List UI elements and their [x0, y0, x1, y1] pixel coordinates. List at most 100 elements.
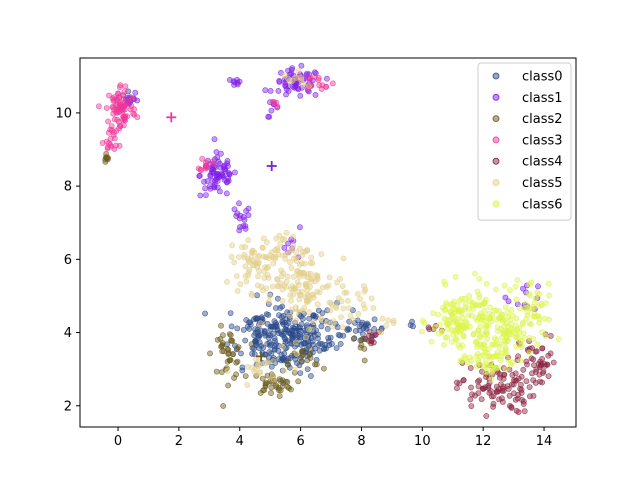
point-class2 [291, 369, 298, 376]
point-class1 [275, 88, 282, 94]
y-tick-label: 8 [64, 180, 72, 195]
legend: class0 class1 class2 class3 class4 class5 clas… [477, 62, 572, 221]
point-class6 [509, 359, 515, 366]
point-class5 [224, 367, 231, 374]
point-class4 [518, 373, 525, 380]
point-class3 [111, 146, 118, 152]
point-class5 [260, 235, 267, 242]
point-class3 [103, 105, 110, 111]
point-class5 [295, 288, 302, 295]
legend-box [477, 62, 572, 221]
point-class6 [527, 292, 533, 299]
point-class5 [275, 282, 282, 289]
point-class0 [264, 320, 271, 327]
point-class5 [292, 249, 299, 255]
point-class0 [228, 323, 235, 330]
point-class2 [284, 378, 291, 385]
point-class5 [318, 251, 325, 257]
point-class0 [252, 342, 259, 348]
point-class6 [542, 332, 549, 339]
point-class4 [508, 404, 515, 411]
point-class1 [266, 113, 273, 120]
point-class5 [370, 305, 377, 311]
point-class3 [111, 97, 117, 103]
point-class1 [289, 65, 296, 71]
point-class0 [267, 342, 273, 349]
y-tick-label: 2 [64, 399, 72, 414]
point-class6 [498, 312, 505, 318]
point-class4 [505, 385, 512, 392]
point-class2 [219, 348, 226, 355]
point-class6 [465, 312, 472, 319]
point-class3 [109, 104, 116, 110]
point-class5 [229, 242, 236, 249]
point-class0 [340, 332, 347, 339]
point-class5 [241, 254, 248, 261]
point-class0 [272, 305, 279, 311]
point-class0 [318, 323, 325, 330]
point-class0 [315, 342, 322, 348]
point-class0 [273, 323, 280, 330]
point-class6 [458, 357, 465, 364]
point-class0 [263, 311, 270, 317]
point-class6 [476, 275, 483, 282]
point-class1 [281, 244, 288, 251]
point-class0 [310, 341, 316, 348]
point-class0 [289, 336, 296, 342]
point-class5 [228, 253, 235, 260]
point-class3 [209, 158, 216, 165]
point-class5 [314, 272, 321, 279]
point-class2 [320, 365, 327, 372]
point-class5 [270, 358, 277, 365]
centroid-class6 [487, 361, 498, 372]
series-class2 [102, 150, 372, 409]
point-class5 [299, 252, 305, 259]
point-class2 [308, 346, 315, 353]
point-class0 [371, 316, 378, 323]
point-class2 [260, 387, 267, 394]
point-class0 [337, 340, 344, 347]
point-class3 [323, 83, 330, 90]
point-class5 [368, 295, 375, 302]
point-class1 [216, 188, 223, 195]
axes-frame [79, 57, 577, 428]
point-class5 [265, 263, 271, 270]
point-class4 [530, 377, 537, 383]
point-class5 [260, 253, 267, 260]
legend-marker-class2 [492, 115, 500, 122]
point-class6 [492, 353, 498, 359]
point-class4 [453, 379, 460, 386]
point-class2 [225, 382, 231, 389]
point-class5 [255, 273, 261, 280]
point-class5 [290, 233, 296, 240]
point-class6 [479, 344, 486, 351]
point-class0 [256, 332, 263, 339]
point-class5 [249, 247, 256, 254]
point-class6 [464, 359, 471, 366]
point-class2 [225, 346, 232, 353]
point-class0 [307, 373, 314, 379]
point-class6 [526, 320, 533, 327]
point-class3 [111, 135, 118, 142]
point-class5 [355, 310, 362, 317]
point-class0 [280, 356, 286, 362]
point-class5 [346, 305, 352, 311]
point-class6 [517, 305, 523, 312]
point-class5 [270, 254, 276, 261]
point-class6 [538, 300, 545, 307]
point-class2 [231, 374, 237, 381]
point-class5 [263, 239, 270, 246]
point-class6 [530, 313, 537, 320]
point-class0 [242, 337, 249, 344]
point-class6 [523, 315, 529, 322]
point-class5 [308, 326, 315, 333]
point-class0 [294, 334, 301, 341]
point-class5 [378, 329, 384, 336]
point-class2 [207, 350, 213, 357]
point-class5 [357, 296, 364, 302]
point-class1 [323, 75, 330, 82]
point-class1 [202, 192, 209, 198]
point-class1 [231, 169, 238, 176]
point-class5 [306, 283, 313, 290]
point-class4 [467, 396, 474, 403]
